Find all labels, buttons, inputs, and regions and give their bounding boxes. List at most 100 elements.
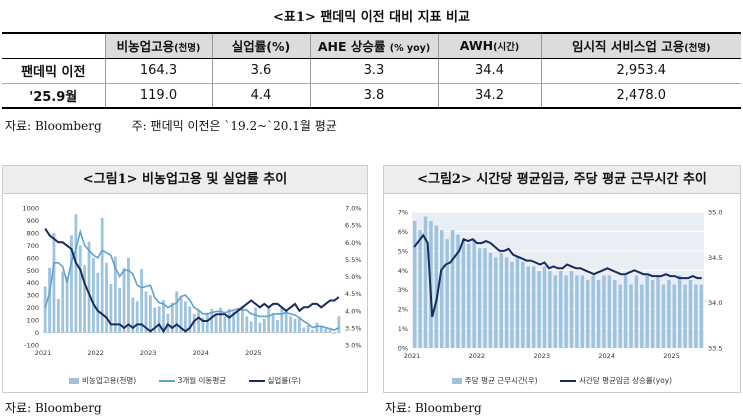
x-tick-label: 2022 (469, 352, 486, 360)
bar (333, 332, 336, 334)
bar (311, 330, 314, 333)
y-left-tick-label: 2% (398, 306, 408, 314)
bar (650, 280, 655, 348)
bar (78, 245, 82, 333)
header-cell (2, 32, 105, 59)
y-left-tick-label: 900 (27, 217, 39, 225)
legend-swatch-bar (69, 378, 80, 384)
bar (61, 271, 65, 333)
legend-item: 주당 평균 근무시간(우) (451, 375, 538, 386)
bar (656, 275, 660, 348)
note-text: 주: 팬데믹 이전은 `19.2~`20.1월 평균 (131, 119, 337, 133)
bar (412, 221, 417, 348)
bar (488, 252, 493, 348)
bar (315, 322, 319, 333)
bar (56, 298, 60, 333)
y-right-tick-label: 4.0% (345, 307, 362, 315)
bar (521, 261, 525, 348)
bar (184, 301, 187, 333)
bar (564, 275, 568, 348)
y-right-tick-label: 5.5% (345, 256, 362, 264)
bar (271, 313, 275, 333)
bar (324, 328, 328, 333)
bar (210, 308, 214, 333)
bar (113, 256, 117, 333)
bar (140, 269, 144, 333)
legend-item: 실업률(우) (248, 375, 301, 386)
x-tick-label: 2025 (663, 352, 680, 360)
bar (440, 230, 444, 348)
y-left-tick-label: 7% (398, 209, 408, 217)
bar (467, 243, 471, 348)
chart-1-legend: 비농업고용(천명) 3개월 이동평균 실업률(우) (3, 375, 367, 386)
table-cell: 3.3 (309, 58, 438, 84)
bar (634, 275, 639, 348)
bar (236, 307, 240, 333)
x-tick-label: 2024 (598, 352, 615, 360)
bar (197, 310, 200, 333)
bar (694, 284, 698, 348)
table-cell: '25.9월 (2, 83, 105, 109)
bar (258, 322, 262, 333)
table-cell: 164.3 (104, 58, 212, 84)
legend-swatch-bar (451, 378, 462, 384)
legend-item: 시간당 평균임금 상승률(yoy) (560, 375, 672, 386)
bar (201, 317, 205, 333)
bar (531, 266, 536, 348)
bar (477, 248, 482, 348)
y-left-tick-label: 400 (27, 279, 39, 287)
bar (586, 280, 590, 348)
y-left-tick-label: 5% (398, 247, 408, 255)
bar (188, 306, 192, 333)
bar (629, 284, 633, 348)
bar (575, 275, 579, 348)
bar (105, 262, 108, 333)
chart-panel-2: <그림2> 시간당 평균임금, 주당 평균 근무시간 추이 0% 1% 2% 3% 4%… (383, 165, 741, 393)
table-cell: 3.8 (309, 83, 438, 109)
y-left-tick-label: 100 (27, 317, 39, 325)
series-line (44, 227, 340, 334)
bar (472, 239, 476, 348)
table-cell: 34.2 (437, 83, 541, 109)
y-left-tick-label: 4% (398, 267, 408, 275)
chart-2-svg: 0% 1% 2% 3% 4% 5% 6% 7% 33.5 34.0 34.5 35.0 2021 2022… (398, 209, 723, 361)
bar (96, 272, 100, 333)
bar (131, 297, 135, 333)
series-line (44, 228, 340, 331)
bar (542, 266, 547, 348)
bar (127, 257, 130, 333)
x-tick-label: 2024 (192, 349, 209, 357)
bar (499, 252, 503, 348)
bar (214, 313, 218, 333)
legend-swatch-line (158, 380, 175, 382)
bar (510, 261, 514, 348)
bar (293, 318, 297, 333)
table-row: 팬데믹 이전 164.3 3.6 3.3 34.4 2,953.4 (2, 58, 741, 84)
x-tick-label: 2025 (245, 349, 262, 357)
bar (284, 310, 288, 333)
source-text: 자료: Bloomberg (5, 119, 102, 133)
bar (553, 275, 558, 348)
y-right-tick-label: 3.5% (345, 324, 362, 332)
bar (74, 214, 78, 333)
bar (434, 225, 439, 348)
bar (504, 257, 509, 348)
bar (328, 330, 332, 333)
y-left-tick-label: 500 (27, 267, 39, 275)
table-source: 자료: Bloomberg 주: 팬데믹 이전은 `19.2~`20.1월 평균 (5, 117, 337, 134)
bar (645, 275, 649, 348)
y-left-tick-label: 300 (27, 292, 39, 300)
bar (83, 265, 87, 333)
bar (526, 266, 530, 348)
bar (607, 275, 612, 348)
legend-swatch-line (248, 380, 265, 382)
bar (162, 300, 165, 333)
bar (276, 320, 279, 333)
bar (672, 284, 676, 348)
header-cell: AHE 상승률 (% yoy) (309, 32, 438, 59)
y-right-tick-label: 33.5 (708, 345, 722, 353)
bar (618, 284, 622, 348)
chart-1-svg: -100 0 100 200 300 400 500 600 700 800 900 1000 3.0%… (22, 205, 362, 358)
bar (494, 257, 498, 348)
bar (569, 270, 574, 348)
